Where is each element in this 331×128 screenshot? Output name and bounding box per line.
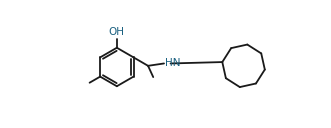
Text: HN: HN: [165, 57, 180, 68]
Text: OH: OH: [109, 27, 125, 37]
